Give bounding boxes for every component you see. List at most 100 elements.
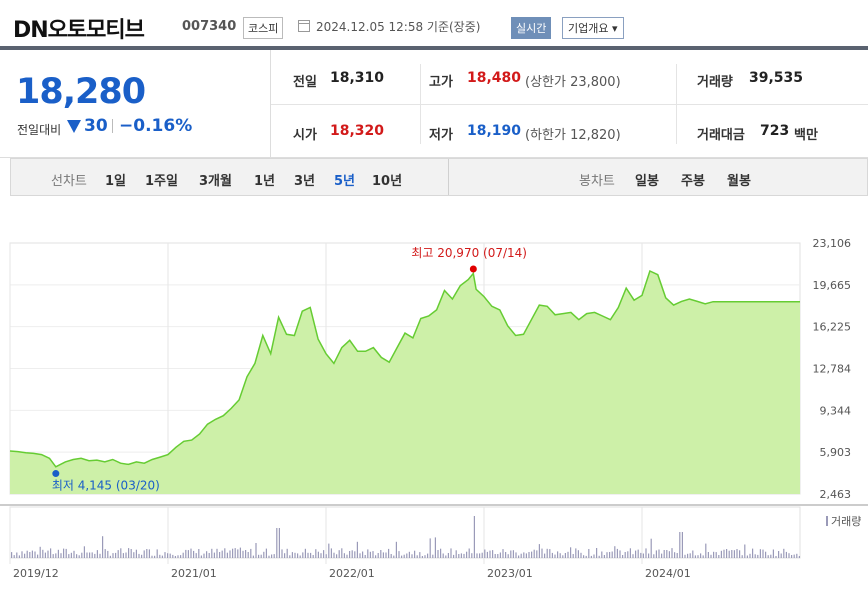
volume-bar (455, 550, 457, 558)
volume-bar (765, 551, 767, 558)
amount-unit: 백만 (794, 128, 818, 143)
volume-bar (237, 549, 239, 558)
volume-bar (710, 554, 712, 558)
volume-bar (525, 553, 527, 558)
tab-3m[interactable]: 3개월 (199, 174, 232, 189)
volume-bar (746, 555, 748, 558)
price-line (9, 269, 800, 468)
amount-value: 723 (760, 123, 790, 139)
tab-5y[interactable]: 5년 (334, 174, 356, 189)
volume-value: 39,535 (749, 70, 804, 86)
volume-bar (432, 554, 434, 558)
volume-bar (382, 552, 384, 558)
volume-bar (164, 552, 166, 558)
volume-bar (395, 541, 397, 558)
volume-bar (213, 552, 215, 558)
tab-1w[interactable]: 1주일 (145, 174, 178, 189)
volume-bar (190, 548, 192, 558)
volume-bar (549, 549, 551, 558)
tab-10y[interactable]: 10년 (372, 174, 403, 189)
volume-bar (172, 554, 174, 558)
volume-bar (65, 548, 67, 558)
volume-bar (122, 553, 124, 558)
volume-bar (437, 550, 439, 558)
volume-bar (294, 552, 296, 558)
volume-bar (570, 547, 572, 558)
volume-bar (749, 553, 751, 558)
x-tick-label: 2021/01 (171, 567, 217, 580)
volume-bar (115, 552, 117, 558)
y-tick-label: 5,903 (820, 446, 852, 459)
volume-bar (216, 548, 218, 558)
volume-bar (635, 550, 637, 558)
volume-bar (453, 554, 455, 558)
volume-bar (731, 550, 733, 558)
volume-bar (242, 550, 244, 558)
volume-bar (442, 553, 444, 558)
volume-bar (632, 554, 634, 558)
volume-bar (42, 549, 44, 558)
volume-bar (76, 554, 78, 558)
volume-bar (767, 555, 769, 558)
x-tick-label: 2019/12 (13, 567, 59, 580)
tab-1y[interactable]: 1년 (254, 174, 276, 189)
volume-bar (239, 547, 241, 558)
volume-bar (393, 555, 395, 558)
volume-bar (343, 553, 345, 558)
volume-bar (325, 554, 327, 558)
volume-bar (263, 551, 265, 558)
prev-close-label: 전일 (293, 75, 317, 90)
volume-bar (798, 556, 800, 558)
realtime-button[interactable]: 실시간 (511, 17, 552, 39)
volume-bar (572, 554, 574, 558)
volume-bar (616, 548, 618, 558)
company-overview-dropdown[interactable]: 기업개요 ▾ (562, 17, 624, 39)
tab-1d[interactable]: 1일 (105, 174, 127, 189)
volume-bar (89, 552, 91, 558)
volume-bar (411, 554, 413, 558)
volume-bar (611, 551, 613, 558)
tab-daily[interactable]: 일봉 (635, 174, 659, 189)
volume-bar (744, 544, 746, 558)
diff-value: 30 (84, 116, 108, 136)
volume-bar (60, 553, 62, 558)
volume-bar (559, 553, 561, 558)
volume-bar (135, 549, 137, 558)
y-tick-label: 23,106 (813, 237, 852, 250)
volume-bar (642, 553, 644, 558)
volume-bar (323, 550, 325, 558)
volume-bar (515, 552, 517, 558)
volume-bar (593, 554, 595, 558)
volume-bar (174, 556, 176, 558)
volume-bar (671, 548, 673, 558)
volume-bar (471, 553, 473, 558)
stock-name: DN오토모티브 (13, 18, 145, 43)
volume-bar (375, 555, 377, 558)
volume-bar (627, 551, 629, 558)
tab-3y[interactable]: 3년 (294, 174, 316, 189)
volume-bar (299, 555, 301, 558)
volume-bar (536, 550, 538, 558)
volume-bar (414, 550, 416, 558)
volume-bar (141, 554, 143, 558)
volume-bar (83, 546, 85, 558)
volume-bar (421, 556, 423, 558)
volume-bar (663, 550, 665, 558)
volume-bar (91, 552, 93, 558)
volume-bar (406, 553, 408, 558)
volume-bar (780, 553, 782, 558)
volume-bar (289, 555, 291, 558)
volume-bar (728, 550, 730, 558)
volume-bar (653, 554, 655, 558)
volume-bar (31, 550, 33, 558)
volume-bar (507, 554, 509, 558)
volume-bar (297, 553, 299, 558)
volume-bar (143, 550, 145, 558)
tab-weekly[interactable]: 주봉 (681, 174, 705, 189)
volume-bar (18, 555, 20, 558)
quote-datetime: 2024.12.05 12:58 기준(장중) (316, 20, 481, 34)
volume-bar (788, 553, 790, 558)
volume-bar (468, 548, 470, 558)
tab-monthly[interactable]: 월봉 (727, 174, 751, 189)
volume-bar (229, 550, 231, 558)
